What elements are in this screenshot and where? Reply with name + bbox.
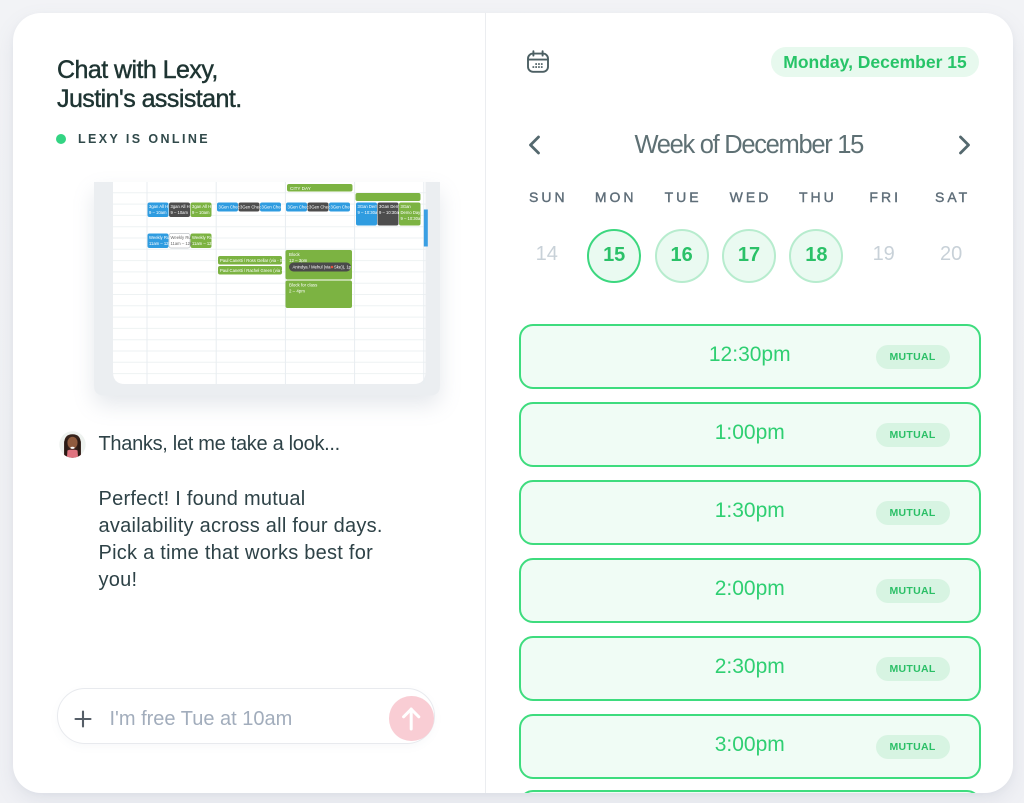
- svg-text:3Gen Chec: 3Gen Chec: [309, 204, 330, 209]
- svg-text:9 – 10am: 9 – 10am: [171, 210, 189, 215]
- svg-text:9 – 10am: 9 – 10am: [192, 210, 210, 215]
- svg-text:Demo Day: Demo Day: [401, 210, 422, 215]
- svg-text:Block for class: Block for class: [289, 282, 318, 287]
- svg-text:3gan All H: 3gan All H: [192, 204, 211, 209]
- svg-text:Paul Canetti / Rachel Green (v: Paul Canetti / Rachel Green (via -: [220, 267, 283, 272]
- svg-text:3gan All H: 3gan All H: [149, 204, 168, 209]
- svg-text:3Gen Chec: 3Gen Chec: [331, 204, 352, 209]
- svg-text:Weekly Ru: Weekly Ru: [171, 235, 192, 240]
- svg-text:9 – 10am: 9 – 10am: [149, 210, 167, 215]
- svg-text:3Gan Dem: 3Gan Dem: [358, 204, 379, 209]
- svg-text:Anindya / Mehul (via: Anindya / Mehul (via: [293, 264, 332, 269]
- svg-text:3Gen Chec: 3Gen Chec: [240, 204, 261, 209]
- svg-text:3Gen Chec: 3Gen Chec: [262, 204, 283, 209]
- svg-text:11am – 12p: 11am – 12p: [149, 241, 171, 246]
- svg-text:3Gen Chec: 3Gen Chec: [288, 204, 309, 209]
- svg-text:3gan All H: 3gan All H: [171, 204, 190, 209]
- svg-text:9 – 10:30a: 9 – 10:30a: [379, 210, 399, 215]
- svg-text:Block: Block: [289, 252, 301, 257]
- svg-text:2 – 4pm: 2 – 4pm: [289, 288, 305, 293]
- svg-text:3Gan Dem: 3Gan Dem: [379, 204, 400, 209]
- svg-text:Weekly Ru: Weekly Ru: [192, 235, 213, 240]
- svg-text:11am – 12p: 11am – 12p: [192, 241, 214, 246]
- svg-text:9 – 10:30a: 9 – 10:30a: [401, 216, 421, 221]
- svg-text:Ske)), 1p: Ske)), 1p: [334, 264, 352, 269]
- svg-text:12 – 3pm: 12 – 3pm: [289, 258, 308, 263]
- svg-text:9 – 10:30a: 9 – 10:30a: [358, 210, 378, 215]
- svg-text:3Gan: 3Gan: [401, 204, 412, 209]
- svg-text:CITY DAY: CITY DAY: [290, 185, 311, 190]
- svg-text:11am – 12p: 11am – 12p: [171, 241, 193, 246]
- svg-text:Paul Canetti / Ross Gellar (vi: Paul Canetti / Ross Gellar (via - S: [220, 257, 283, 262]
- svg-text:3Gen Chec: 3Gen Chec: [219, 204, 240, 209]
- svg-text:Weekly Ru: Weekly Ru: [149, 235, 170, 240]
